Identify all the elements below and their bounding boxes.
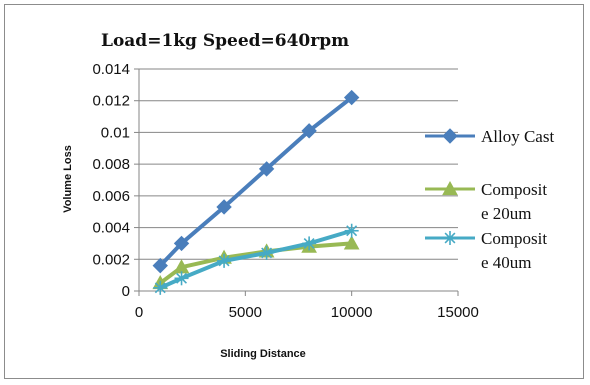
legend-label-2-1: e 40um — [481, 253, 532, 272]
y-tick-label-0: 0 — [122, 283, 130, 300]
y-tick-label-6: 0.012 — [92, 93, 130, 110]
y-tick-label-1: 0.002 — [92, 251, 130, 268]
y-tick-label-4: 0.008 — [92, 156, 130, 173]
data-point-s0-1 — [173, 235, 190, 252]
legend-label-0-0: Alloy Cast — [481, 127, 554, 146]
data-point-s2-2 — [217, 253, 232, 268]
y-axis-label: Volume Loss — [62, 145, 74, 213]
series-line-2 — [159, 228, 353, 290]
y-tick-label-3: 0.006 — [92, 188, 130, 205]
legend-label-1-0: Composit — [481, 180, 547, 199]
chart-frame: Load=1kg Speed=640rpm 0 0.002 0.004 0.006 0.… — [4, 4, 584, 379]
legend-label-2-0: Composit — [481, 229, 547, 248]
data-point-s0-5 — [343, 89, 360, 106]
y-tick-label-2: 0.004 — [92, 220, 130, 237]
data-point-s2-4 — [302, 236, 317, 251]
data-point-s2-3 — [259, 245, 274, 260]
series-layer — [152, 89, 360, 295]
axis-layer: 0 0.002 0.004 0.006 0.008 0.01 0.012 0.014 0 5000… — [92, 61, 478, 321]
x-tick-label-2: 10000 — [331, 304, 373, 321]
data-point-s0-3 — [258, 161, 275, 177]
x-tick-label-1: 5000 — [229, 304, 262, 321]
data-point-s1-5 — [343, 235, 360, 250]
data-point-s2-0 — [153, 280, 168, 295]
legend: Alloy Cast Composit e 20um Composit e 40um — [425, 127, 554, 272]
legend-marker-1 — [442, 180, 458, 196]
x-axis-label: Sliding Distance — [220, 348, 306, 360]
volume-loss-chart: Load=1kg Speed=640rpm 0 0.002 0.004 0.006 0.… — [62, 31, 554, 360]
legend-marker-2 — [443, 231, 457, 245]
legend-label-1-1: e 20um — [481, 204, 532, 223]
y-tick-label-5: 0.01 — [101, 124, 130, 141]
data-point-s0-2 — [216, 199, 232, 215]
data-point-s0-4 — [301, 123, 317, 139]
x-tick-label-3: 15000 — [437, 304, 479, 321]
legend-marker-0 — [442, 128, 458, 144]
data-point-s0-0 — [152, 257, 168, 274]
chart-title: Load=1kg Speed=640rpm — [101, 31, 349, 51]
grid-layer — [139, 68, 458, 260]
data-point-s2-1 — [174, 271, 189, 286]
x-tick-label-0: 0 — [135, 304, 143, 321]
data-point-s2-5 — [344, 223, 359, 238]
y-tick-label-7: 0.014 — [92, 61, 130, 78]
